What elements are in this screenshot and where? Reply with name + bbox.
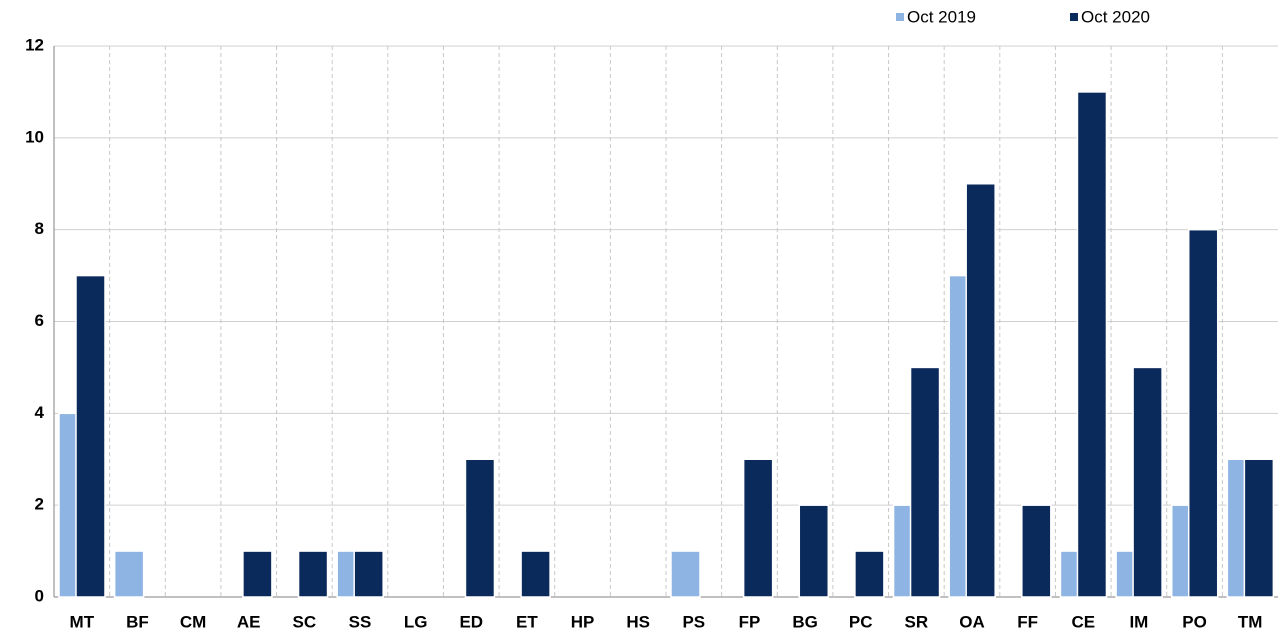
bar [670,550,701,598]
y-tick-label: 4 [35,403,45,422]
bar [75,274,106,598]
x-tick-label: BF [126,612,149,631]
y-tick-label: 12 [25,35,44,54]
y-tick-label: 2 [35,495,44,514]
bar [464,458,496,598]
bar [742,458,774,598]
x-tick-label: HP [571,612,595,631]
bar [1132,366,1163,598]
x-tick-label: TM [1238,612,1263,631]
bar [297,550,329,598]
bar [353,550,384,598]
x-tick-label: FP [739,612,761,631]
bar [854,550,885,598]
x-tick-label: ET [516,612,538,631]
bar [1021,504,1052,598]
x-tick-label: PS [682,612,705,631]
x-tick-label: SC [293,612,317,631]
y-tick-label: 0 [35,586,44,605]
y-tick-label: 6 [35,311,44,330]
y-tick-label: 10 [25,127,44,146]
x-tick-label: SS [349,612,372,631]
x-tick-label: ED [459,612,483,631]
x-tick-label: PC [849,612,873,631]
bar [1187,228,1219,598]
x-tick-label: IM [1129,612,1148,631]
bar [798,504,830,598]
bar [1076,91,1108,598]
x-tick-label: CE [1071,612,1095,631]
x-tick-label: MT [70,612,95,631]
x-tick-label: SR [905,612,929,631]
y-tick-label: 8 [35,219,44,238]
x-tick-label: HS [626,612,650,631]
x-tick-label: OA [959,612,985,631]
x-tick-label: FF [1017,612,1038,631]
legend-swatch [896,13,904,21]
bar [1243,458,1275,598]
x-tick-label: LG [404,612,428,631]
bar [242,550,273,598]
legend-label: Oct 2019 [907,7,976,26]
x-tick-label: AE [237,612,261,631]
x-tick-label: PO [1182,612,1207,631]
legend-swatch [1070,13,1078,21]
x-tick-label: BG [792,612,818,631]
bar [520,550,551,598]
x-tick-label: CM [180,612,206,631]
bar [909,366,941,598]
bar [113,550,145,598]
legend-label: Oct 2020 [1081,7,1150,26]
bar [965,183,996,598]
